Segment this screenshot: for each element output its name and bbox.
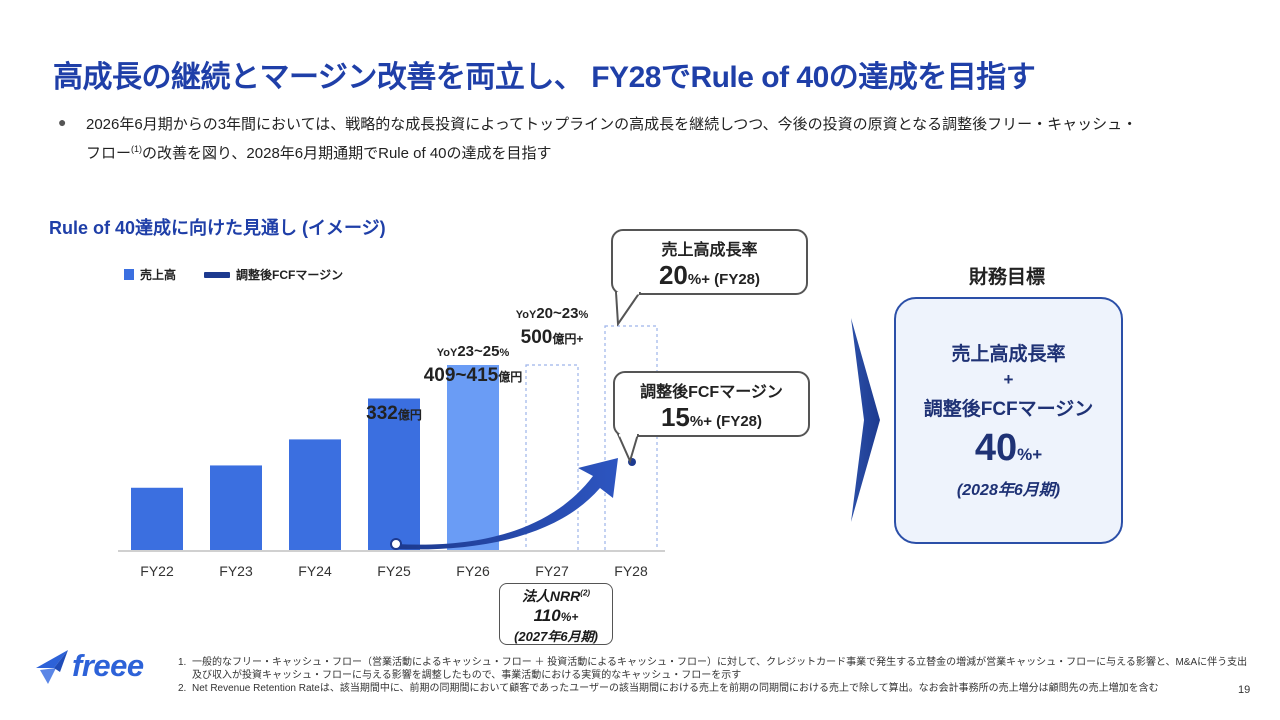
- nrr-number: 110: [533, 606, 561, 625]
- footnotes: 1. 一般的なフリー・キャッシュ・フロー（営業活動によるキャッシュ・フロー ＋ …: [178, 656, 1248, 695]
- fcf-margin-number: 15: [660, 402, 690, 432]
- chart-legend: 売上高 調整後FCFマージン: [124, 266, 343, 283]
- footnote-1: 1. 一般的なフリー・キャッシュ・フロー（営業活動によるキャッシュ・フロー ＋ …: [178, 656, 1248, 682]
- summary-line-1: 2026年6月期からの3年間においては、戦略的な成長投資によってトップラインの高…: [86, 116, 1138, 133]
- footnote-ref-2: (2): [580, 588, 591, 598]
- x-tick-fy26: FY26: [456, 563, 490, 579]
- target-plus: +: [1003, 370, 1014, 389]
- nrr-label-text: 法人NRR: [521, 588, 581, 604]
- fcf-margin-title: 調整後FCFマージン: [640, 384, 783, 401]
- revenue-bar-fy26: [447, 365, 499, 551]
- nrr-period: (2027年6月期): [514, 629, 598, 644]
- nrr-label: 法人NRR(2): [500, 586, 612, 606]
- footnote-2: 2. Net Revenue Retention Rateは、該当期間中に、前期…: [178, 682, 1248, 695]
- legend-bar-label: 売上高: [140, 268, 177, 282]
- logo-text: freee: [72, 648, 144, 683]
- revenue-bar-fy25: [368, 398, 420, 551]
- summary-text: 2026年6月期からの3年間においては、戦略的な成長投資によってトップラインの高…: [86, 112, 1246, 166]
- x-tick-fy25: FY25: [377, 563, 411, 579]
- legend-line-label: 調整後FCFマージン: [236, 268, 344, 282]
- data-label-fy26: 409~415億円: [424, 365, 523, 386]
- x-tick-fy22: FY22: [140, 563, 174, 579]
- fcf-margin-arrow: [396, 458, 618, 550]
- growth-rate-value: 20%+ (FY28): [613, 260, 806, 291]
- legend-line-swatch: [204, 271, 231, 278]
- freee-logo: freee: [34, 646, 144, 686]
- fcf-margin-period: (FY28): [712, 413, 763, 430]
- growth-rate-callout: 売上高成長率 20%+ (FY28): [611, 229, 808, 295]
- x-tick-fy28: FY28: [614, 563, 648, 579]
- summary-line-2b: の改善を図り、2028年6月期通期でRule of 40の達成を目指す: [142, 145, 552, 162]
- growth-rate-number: 20: [658, 260, 688, 290]
- footnote-2-text: Net Revenue Retention Rateは、該当期間中に、前期の同期…: [192, 683, 1159, 694]
- growth-rate-unit: %+: [687, 271, 710, 288]
- nrr-unit: %+: [560, 610, 579, 624]
- fcf-margin-value: 15%+ (FY28): [615, 402, 808, 433]
- yoy-label-fy26: YoY23~25%: [437, 343, 510, 360]
- growth-rate-title: 売上高成長率: [661, 242, 758, 259]
- yoy-label-fy27: YoY20~23%: [516, 305, 589, 322]
- fcf-start-point: [390, 538, 402, 550]
- footnote-1-number: 1.: [178, 657, 187, 668]
- target-box: 売上高成長率 + 調整後FCFマージン 40%+ (2028年6月期): [894, 297, 1123, 544]
- revenue-bar-fy22: [131, 487, 183, 551]
- target-unit: %+: [1017, 445, 1043, 464]
- legend-bar-swatch: [124, 269, 134, 280]
- nrr-callout: 法人NRR(2) 110%+ (2027年6月期): [499, 583, 613, 645]
- page-title: 高成長の継続とマージン改善を両立し、 FY28でRule of 40の達成を目指…: [53, 61, 1036, 94]
- fcf-margin-callout: 調整後FCFマージン 15%+ (FY28): [613, 371, 810, 437]
- summary-line-2a: フロー: [86, 145, 132, 162]
- growth-callout-tail: [614, 292, 642, 326]
- target-line-2: 調整後FCFマージン: [923, 399, 1094, 420]
- target-value: 40%+: [896, 427, 1121, 470]
- target-number: 40: [974, 427, 1018, 469]
- footnote-1-text: 一般的なフリー・キャッシュ・フロー（営業活動によるキャッシュ・フロー ＋ 投資活…: [192, 657, 1248, 681]
- growth-rate-period: (FY28): [710, 271, 761, 288]
- section-heading: Rule of 40達成に向けた見通し (イメージ): [49, 218, 386, 238]
- bird-icon: [36, 650, 68, 684]
- footnote-2-number: 2.: [178, 683, 187, 694]
- nrr-value: 110%+: [500, 606, 612, 626]
- page-number: 19: [1238, 684, 1251, 696]
- chevron-right-icon: [851, 318, 880, 522]
- x-tick-fy24: FY24: [298, 563, 332, 579]
- data-label-fy27: 500億円+: [521, 327, 584, 348]
- target-period: (2028年6月期): [956, 482, 1061, 499]
- footnote-ref-1: (1): [131, 144, 143, 154]
- target-heading: 財務目標: [968, 267, 1045, 288]
- bullet-icon: ●: [58, 114, 67, 130]
- fcf-callout-tail: [616, 434, 640, 464]
- revenue-bar-fy23: [210, 465, 262, 551]
- x-tick-fy27: FY27: [535, 563, 569, 579]
- data-label-fy25: 332億円: [366, 403, 422, 424]
- revenue-bar-fy24: [289, 439, 341, 551]
- x-tick-fy23: FY23: [219, 563, 253, 579]
- target-line-1: 売上高成長率: [951, 344, 1066, 365]
- fcf-margin-unit: %+: [689, 413, 712, 430]
